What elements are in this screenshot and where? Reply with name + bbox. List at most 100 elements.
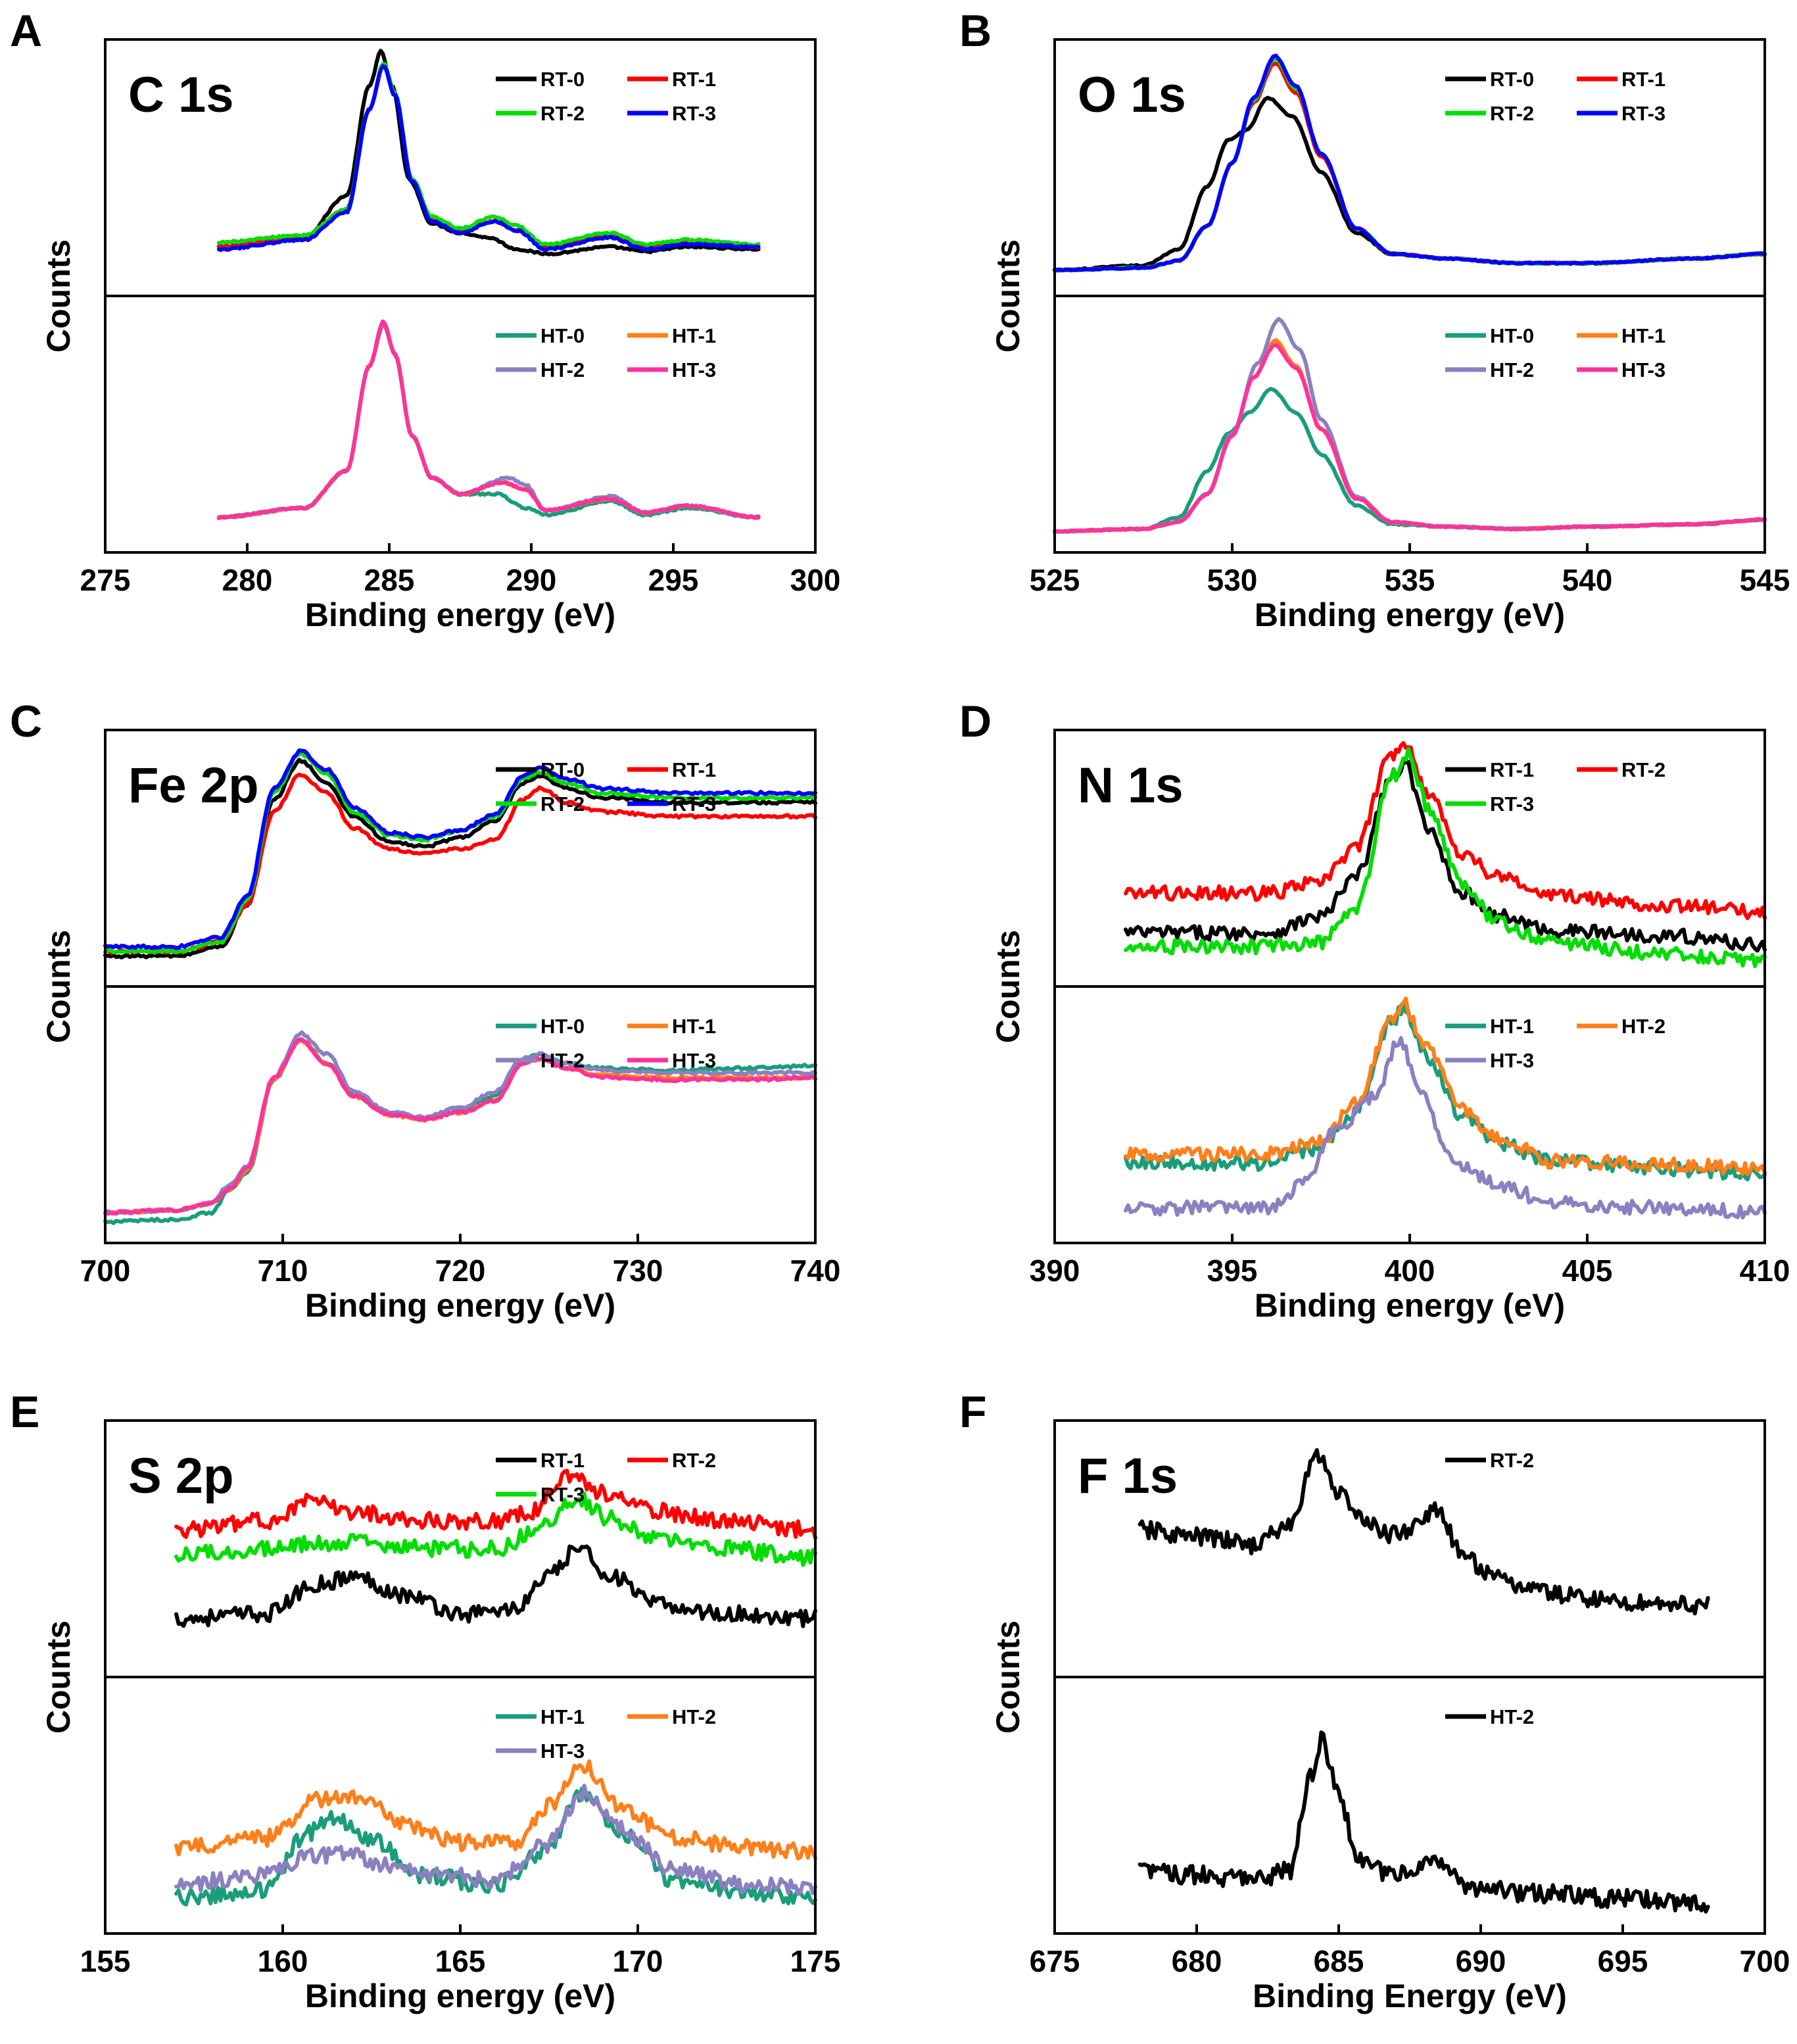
legend-label-rt-3: RT-3	[1490, 792, 1534, 815]
y-axis-label: Counts	[990, 1620, 1026, 1734]
series-ht-3-line	[216, 319, 761, 520]
legend-label-rt-0: RT-0	[540, 758, 585, 781]
legend-label-rt-2: RT-2	[672, 1449, 716, 1472]
x-tick-label: 700	[80, 1253, 131, 1288]
series-rt-2-line	[174, 1469, 817, 1540]
legend-label-ht-3: HT-3	[672, 1049, 716, 1072]
series-ht-2-line	[103, 1030, 817, 1216]
x-tick-label: 685	[1314, 1944, 1364, 1978]
y-axis-label: Counts	[40, 930, 77, 1043]
legend-label-rt-2: RT-2	[1621, 758, 1665, 781]
legend-label-ht-1: HT-1	[672, 324, 716, 347]
x-tick-label: 540	[1562, 563, 1613, 597]
x-tick-label: 160	[258, 1944, 308, 1978]
x-tick-label: 535	[1385, 563, 1435, 597]
legend-label-rt-2: RT-2	[1490, 1449, 1534, 1472]
legend-label-rt-1: RT-1	[672, 758, 716, 781]
y-axis-label: Counts	[990, 239, 1026, 353]
x-tick-label: 280	[222, 563, 273, 597]
panel-d: RT-1 RT-2 RT-3 HT-1 HT-2 HT-3 390 395 400 405 410 B…	[959, 696, 1790, 1324]
series-ht-2-line	[1138, 1730, 1710, 1914]
x-tick-label: 400	[1385, 1253, 1435, 1288]
legend-label-ht-3: HT-3	[672, 358, 716, 381]
panel-title: N 1s	[1078, 758, 1184, 814]
x-tick-label: 680	[1172, 1944, 1222, 1978]
y-axis-label: Counts	[40, 1620, 77, 1734]
panel-title: S 2p	[128, 1448, 234, 1504]
x-tick-label: 395	[1207, 1253, 1258, 1288]
x-axis-label: Binding energy (eV)	[1255, 596, 1565, 633]
legend-label-ht-0: HT-0	[540, 324, 585, 347]
x-tick-label: 275	[80, 563, 131, 597]
x-tick-label: 720	[435, 1253, 486, 1288]
panel-letter: B	[959, 6, 992, 56]
x-tick-label: 155	[80, 1944, 131, 1978]
panel-title: O 1s	[1078, 67, 1186, 123]
series-rt-3-line	[1124, 747, 1767, 969]
x-axis-label: Binding energy (eV)	[305, 596, 615, 633]
series-rt-3-line	[216, 64, 761, 253]
x-tick-label: 170	[613, 1944, 663, 1978]
series-rt-0-line	[103, 758, 817, 960]
legend-label-rt-2: RT-2	[540, 102, 585, 125]
legend-label-rt-3: RT-3	[672, 102, 716, 125]
legend-label-ht-0: HT-0	[540, 1015, 585, 1038]
legend-label-ht-2: HT-2	[540, 358, 585, 381]
legend-label-ht-2: HT-2	[540, 1049, 585, 1072]
x-tick-label: 175	[790, 1944, 841, 1978]
x-tick-label: 390	[1030, 1253, 1080, 1288]
legend-label-ht-2: HT-2	[1621, 1015, 1665, 1038]
panel-letter: C	[10, 696, 42, 746]
panel-letter: E	[10, 1387, 39, 1437]
panel-title: F 1s	[1078, 1448, 1178, 1504]
y-axis-label: Counts	[40, 239, 77, 353]
panel-letter: F	[959, 1387, 987, 1437]
series-ht-2-line	[174, 1759, 817, 1861]
x-axis-label: Binding energy (eV)	[1255, 1287, 1565, 1324]
x-tick-label: 530	[1207, 563, 1258, 597]
legend-label-ht-2: HT-2	[1490, 358, 1534, 381]
legend-label-ht-1: HT-1	[672, 1015, 716, 1038]
legend-label-rt-1: RT-1	[540, 1449, 585, 1472]
legend-label-rt-2: RT-2	[1490, 102, 1534, 125]
legend-label-ht-3: HT-3	[540, 1740, 585, 1763]
x-tick-label: 525	[1030, 563, 1080, 597]
legend-label-rt-0: RT-0	[540, 68, 585, 91]
legend-label-ht-3: HT-3	[1621, 358, 1665, 381]
x-tick-label: 730	[613, 1253, 663, 1288]
x-tick-label: 710	[258, 1253, 308, 1288]
x-tick-label: 740	[790, 1253, 841, 1288]
x-tick-label: 695	[1598, 1944, 1648, 1978]
panel-b: RT-0 RT-1 RT-2 RT-3 HT-0 HT-1 HT-2 HT-3 525 530 53…	[959, 6, 1790, 633]
series-ht-3-line	[1053, 343, 1767, 534]
panel-letter: A	[10, 6, 42, 56]
x-tick-label: 165	[435, 1944, 486, 1978]
series-rt-1-line	[174, 1544, 817, 1628]
x-tick-label: 285	[364, 563, 415, 597]
x-axis-label: Binding Energy (eV)	[1253, 1978, 1567, 2014]
panel-c: RT-0 RT-1 RT-2 RT-3 HT-0 HT-1 HT-2 HT-3 700 710 72…	[10, 696, 840, 1324]
legend-label-ht-1: HT-1	[1490, 1015, 1534, 1038]
series-rt-3-line	[174, 1491, 817, 1567]
legend-label-rt-3: RT-3	[540, 1483, 585, 1506]
x-tick-label: 300	[790, 563, 841, 597]
legend-label-ht-2: HT-2	[1490, 1705, 1534, 1728]
panel-e: RT-1 RT-2 RT-3 HT-1 HT-2 HT-3 155 160 165 170 175 B…	[10, 1387, 840, 2014]
x-tick-label: 545	[1740, 563, 1790, 597]
panel-a: RT-0 RT-1 RT-2 RT-3 HT-0 HT-1 HT-2 HT-3 275 280 28…	[10, 6, 840, 633]
panel-letter: D	[959, 696, 992, 746]
series-rt-2-line	[216, 62, 761, 248]
x-tick-label: 405	[1562, 1253, 1613, 1288]
series-rt-3-line	[103, 748, 817, 950]
x-tick-label: 410	[1740, 1253, 1790, 1288]
legend-label-rt-3: RT-3	[1621, 102, 1665, 125]
legend-label-rt-2: RT-2	[540, 792, 585, 815]
series-rt-2-line	[1138, 1448, 1710, 1616]
series-ht-3-line	[1124, 1036, 1767, 1220]
panel-title: Fe 2p	[128, 758, 259, 814]
x-tick-label: 690	[1456, 1944, 1506, 1978]
series-ht-3-line	[103, 1037, 817, 1216]
legend-label-ht-0: HT-0	[1490, 324, 1534, 347]
